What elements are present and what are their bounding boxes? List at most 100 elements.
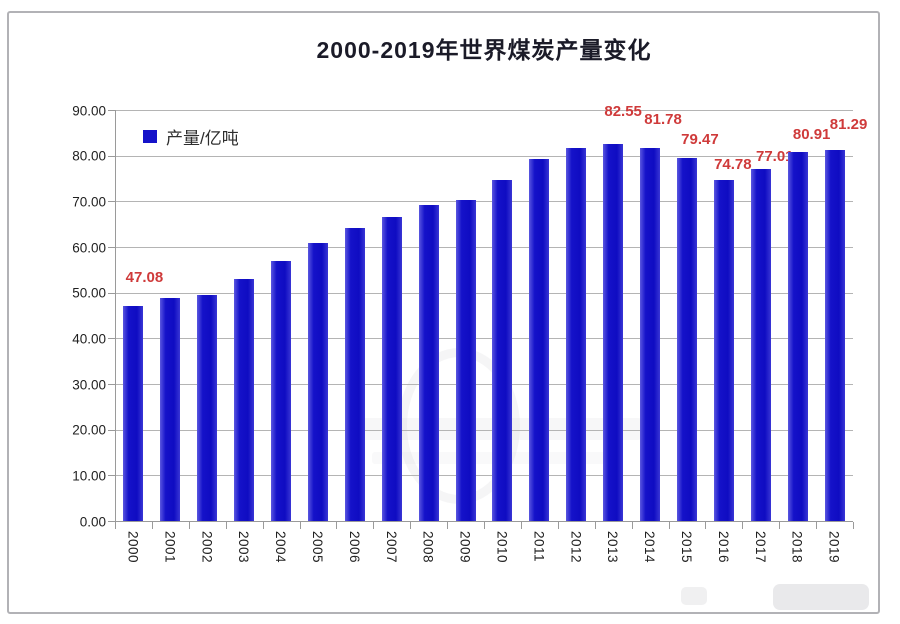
x-tick-label-2009: 2009 [457,531,473,564]
x-tick-label-2012: 2012 [568,531,584,564]
x-axis-tick [188,522,190,529]
bar-2005 [307,242,328,521]
x-tick-label-2019: 2019 [826,531,842,564]
data-label-2018: 80.91 [792,126,831,143]
bar-2012 [566,147,587,521]
x-axis-tick [373,522,375,529]
data-label-2014: 81.78 [644,111,682,128]
bar-2007 [381,216,402,521]
gridline-10 [115,475,853,477]
gridline-20 [115,429,853,431]
x-tick-label-2003: 2003 [236,531,252,564]
y-axis-tick [108,292,115,294]
y-tick-label: 40.00 [72,331,106,347]
watermark-logo-remnant-small [681,587,707,605]
chart-frame [7,11,880,614]
gridline-0 [115,521,853,522]
bar-2011 [529,158,550,521]
x-tick-label-2014: 2014 [642,531,658,564]
x-axis-tick [668,522,670,529]
x-axis-tick [299,522,301,529]
x-axis-tick [705,522,707,529]
x-tick-label-2013: 2013 [605,531,621,564]
y-tick-label: 60.00 [72,240,106,255]
x-tick-label-2002: 2002 [199,531,215,564]
x-axis-tick [853,522,854,529]
x-axis-tick [816,522,818,529]
y-tick-label: 30.00 [72,377,106,392]
gridline-60 [115,247,853,248]
x-axis-tick [336,522,338,529]
x-axis-tick [779,522,781,529]
data-label-2017: 77.01 [755,148,794,165]
bar-2014 [640,147,661,521]
gridline-90 [115,110,853,111]
gridline-80 [115,155,853,157]
x-tick-label-2005: 2005 [309,531,325,564]
bar-2001 [160,297,181,521]
gridline-50 [115,292,853,294]
data-label-2015: 79.47 [681,131,719,148]
y-tick-label: 80.00 [72,148,106,164]
x-tick-label-2000: 2000 [125,531,141,564]
x-axis-tick [631,522,633,529]
y-axis-tick [108,521,115,522]
y-axis-tick [108,475,115,477]
x-tick-label-2008: 2008 [420,531,436,564]
x-axis-tick [742,522,744,529]
legend-series-label: 产量/亿吨 [166,129,239,148]
x-axis-tick [520,522,522,529]
y-axis-tick [108,429,115,431]
x-tick-label-2018: 2018 [789,531,805,564]
x-tick-label-2001: 2001 [162,531,178,564]
x-tick-label-2017: 2017 [752,531,768,564]
x-tick-label-2016: 2016 [715,531,731,564]
bar-2008 [418,205,439,521]
watermark-logo-remnant [773,584,869,610]
gridline-30 [115,384,853,385]
x-axis-tick [410,522,412,529]
x-axis-tick [115,522,116,529]
bar-2002 [197,295,218,521]
bar-2003 [234,279,255,521]
y-axis-tick [108,338,115,340]
bar-2004 [271,260,292,521]
y-axis-line [115,110,116,521]
x-tick-label-2010: 2010 [494,531,510,564]
legend-swatch-icon [143,130,157,143]
x-axis-tick [447,522,449,529]
data-label-2000: 47.08 [125,269,164,286]
gridline-70 [115,201,853,203]
y-tick-label: 0.00 [79,514,106,529]
x-tick-label-2007: 2007 [383,531,399,564]
bar-2019 [824,149,845,521]
data-label-2016: 74.78 [714,156,752,173]
data-label-2019: 81.29 [829,116,868,133]
y-axis-tick [108,247,115,248]
bar-2010 [492,180,513,521]
bar-2018 [787,151,808,521]
x-tick-label-2015: 2015 [678,531,694,564]
x-axis-tick [262,522,264,529]
y-tick-label: 50.00 [72,285,106,301]
bar-2013 [603,144,624,521]
x-tick-label-2004: 2004 [273,531,289,564]
chart-title: 2000-2019年世界煤炭产量变化 [316,37,652,63]
y-tick-label: 20.00 [72,422,106,438]
y-axis-tick [108,110,115,111]
data-label-2013: 82.55 [604,103,642,120]
legend: 产量/亿吨 [143,124,239,149]
bar-2009 [455,199,476,521]
x-axis-tick [484,522,485,529]
bar-2016 [713,179,734,521]
y-axis-tick [108,155,115,157]
x-axis-tick [151,522,153,529]
bar-2006 [344,227,365,521]
x-axis-tick [594,522,596,529]
y-axis-tick [108,201,115,203]
bar-2015 [676,158,697,521]
x-tick-label-2006: 2006 [346,531,362,564]
y-tick-label: 70.00 [72,194,106,210]
